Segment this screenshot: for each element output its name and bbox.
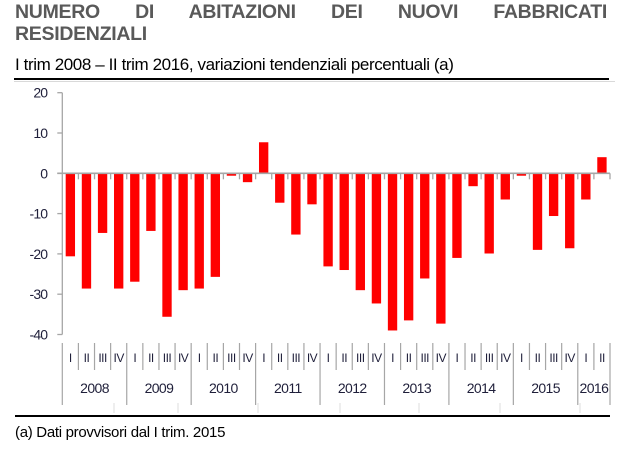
year-label: 2009 <box>145 380 175 396</box>
quarter-label: I <box>391 351 394 365</box>
bar <box>484 173 494 254</box>
bar <box>130 173 140 282</box>
quarter-label: II <box>212 351 218 365</box>
bar <box>500 173 510 200</box>
bar <box>468 173 478 187</box>
bar <box>210 173 221 277</box>
footnote: (a) Dati provvisori dal I trim. 2015 <box>15 424 226 441</box>
quarter-label: II <box>341 351 347 365</box>
quarter-label: III <box>227 351 236 365</box>
quarter-label: IV <box>500 351 511 365</box>
quarter-label: II <box>148 351 154 365</box>
quarter-label: IV <box>371 351 382 365</box>
quarter-label: III <box>163 351 172 365</box>
chart-title-line-1: NUMERO DI ABITAZIONI DEI NUOVI FABBRICAT… <box>15 1 607 23</box>
quarter-label: I <box>198 351 201 365</box>
y-tick-label: 0 <box>40 165 48 181</box>
quarter-label: II <box>84 351 90 365</box>
y-tick-label: -10 <box>29 206 48 222</box>
bar <box>436 173 446 324</box>
quarter-label: IV <box>242 351 253 365</box>
quarter-label: I <box>584 351 587 365</box>
year-label: 2010 <box>209 380 239 396</box>
quarter-label: III <box>485 351 494 365</box>
quarter-label: I <box>262 351 265 365</box>
year-label: 2012 <box>338 380 368 396</box>
header-divider-shadow <box>14 81 615 82</box>
quarter-label: I <box>69 351 72 365</box>
quarter-label: I <box>520 351 523 365</box>
bar <box>226 173 237 176</box>
header-divider <box>14 78 609 80</box>
quarter-label: II <box>599 351 605 365</box>
chart-title-line-2: RESIDENZIALI <box>15 23 147 45</box>
bar <box>452 173 462 258</box>
bar <box>355 173 365 291</box>
bar <box>275 173 285 203</box>
quarter-label: III <box>356 351 365 365</box>
year-label: 2011 <box>274 380 303 396</box>
bar <box>291 173 301 235</box>
quarter-label: I <box>327 351 330 365</box>
quarter-label: IV <box>178 351 189 365</box>
chart-subtitle: I trim 2008 – II trim 2016, variazioni t… <box>15 55 454 74</box>
y-tick-label: 10 <box>33 125 48 141</box>
y-tick-label: -30 <box>29 286 48 302</box>
quarter-label: I <box>456 351 459 365</box>
bar <box>323 173 333 267</box>
year-label: 2015 <box>531 380 561 396</box>
bar <box>97 173 108 233</box>
year-label: 2016 <box>580 380 610 396</box>
bar <box>146 173 156 231</box>
quarter-label: IV <box>436 351 447 365</box>
footer-divider <box>15 415 610 417</box>
year-label: 2014 <box>467 380 497 396</box>
bar <box>65 173 76 257</box>
quarter-label: III <box>549 351 558 365</box>
bar <box>307 173 317 205</box>
quarter-label: IV <box>114 351 125 365</box>
quarter-label: II <box>470 351 476 365</box>
bar <box>339 173 349 271</box>
bar <box>581 173 591 200</box>
quarter-label: III <box>292 351 301 365</box>
bar <box>403 173 414 321</box>
bar <box>387 173 398 331</box>
bar <box>194 173 204 289</box>
x-axis: I II III IV I II III IV I II III IV I II III IV I II III IV… <box>57 172 611 413</box>
bar <box>114 173 124 289</box>
quarter-label: IV <box>307 351 318 365</box>
bar <box>548 173 559 217</box>
quarter-label: II <box>406 351 412 365</box>
y-axis: 20 10 0 -10 -20 -30 -40 <box>29 85 63 343</box>
bar-series <box>65 142 607 331</box>
year-label: 2013 <box>402 380 432 396</box>
bar <box>532 173 543 250</box>
bar <box>597 157 607 174</box>
quarter-label: IV <box>565 351 576 365</box>
quarter-label: III <box>98 351 107 365</box>
quarter-label: II <box>277 351 283 365</box>
y-tick-label: -20 <box>29 246 48 262</box>
bar <box>178 173 188 291</box>
bar <box>242 173 253 183</box>
bar <box>516 173 527 176</box>
quarter-label: II <box>535 351 541 365</box>
bar <box>162 173 172 317</box>
bar <box>258 142 269 174</box>
y-tick-label: 20 <box>33 85 48 101</box>
quarter-label: III <box>420 351 429 365</box>
quarter-label: I <box>133 351 136 365</box>
bar <box>371 173 382 304</box>
year-label: 2008 <box>80 380 110 396</box>
bar <box>420 173 430 279</box>
bar <box>565 173 575 249</box>
bar <box>81 173 92 289</box>
y-tick-label: -40 <box>29 327 48 343</box>
